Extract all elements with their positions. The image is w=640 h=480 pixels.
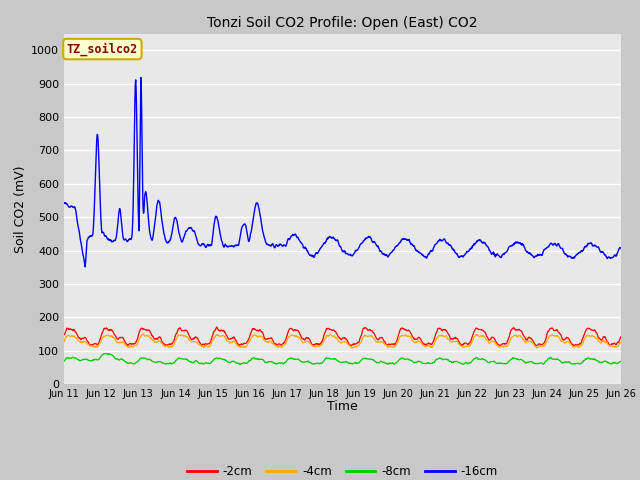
Text: TZ_soilco2: TZ_soilco2: [67, 42, 138, 56]
Y-axis label: Soil CO2 (mV): Soil CO2 (mV): [14, 165, 27, 252]
Legend: -2cm, -4cm, -8cm, -16cm: -2cm, -4cm, -8cm, -16cm: [182, 461, 502, 480]
Title: Tonzi Soil CO2 Profile: Open (East) CO2: Tonzi Soil CO2 Profile: Open (East) CO2: [207, 16, 477, 30]
X-axis label: Time: Time: [327, 400, 358, 413]
